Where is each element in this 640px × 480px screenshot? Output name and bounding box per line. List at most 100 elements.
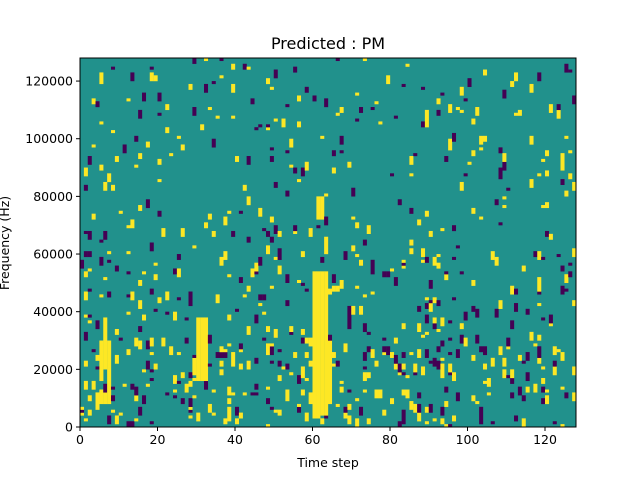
heatmap-cell — [196, 412, 201, 422]
y-tick-label: 120000 — [25, 74, 73, 89]
heatmap-cell — [401, 83, 406, 87]
heatmap-cell — [359, 107, 364, 113]
heatmap-cell — [308, 392, 313, 405]
heatmap-cell — [514, 72, 519, 82]
heatmap-cell — [359, 305, 364, 315]
heatmap-cell — [266, 127, 271, 131]
heatmap-cell — [277, 248, 282, 260]
heatmap-cell — [297, 403, 302, 407]
heatmap-cell — [83, 167, 88, 177]
heatmap-cell — [401, 259, 406, 263]
heatmap-cell — [285, 300, 290, 307]
heatmap-cell — [393, 337, 398, 344]
heatmap-cell — [161, 228, 166, 237]
heatmap-cell — [269, 156, 274, 162]
heatmap-cell — [405, 63, 410, 67]
heatmap-cell — [111, 386, 116, 390]
heatmap-cell — [362, 372, 367, 382]
heatmap-cell — [428, 303, 433, 312]
heatmap-cell — [238, 363, 243, 370]
heatmap-cell — [316, 196, 321, 220]
heatmap-cell — [479, 346, 484, 353]
heatmap-cell — [448, 352, 453, 356]
heatmap-cell — [138, 279, 143, 286]
heatmap-cell — [246, 285, 251, 292]
heatmap-cell — [126, 349, 131, 356]
heatmap-cell — [157, 112, 162, 116]
heatmap-cell — [269, 406, 274, 410]
heatmap-cell — [83, 184, 88, 191]
heatmap-cell — [95, 392, 100, 410]
heatmap-cell — [440, 357, 445, 361]
heatmap-cell — [99, 294, 104, 298]
heatmap-cell — [266, 326, 271, 333]
heatmap-cell — [176, 380, 181, 384]
heatmap-cell — [138, 300, 143, 309]
heatmap-cell — [409, 352, 414, 356]
heatmap-cell — [277, 360, 282, 367]
heatmap-cell — [324, 271, 329, 416]
heatmap-cell — [87, 288, 92, 292]
heatmap-cell — [374, 360, 379, 367]
heatmap-cell — [490, 421, 495, 425]
heatmap-cell — [541, 256, 546, 260]
heatmap-cell — [401, 409, 406, 425]
heatmap-cell — [417, 392, 422, 399]
heatmap-cell — [421, 121, 426, 128]
heatmap-cell — [494, 308, 499, 318]
heatmap-cell — [494, 199, 499, 206]
heatmap-cell — [560, 352, 565, 361]
heatmap-cell — [111, 395, 116, 402]
heatmap-cell — [246, 360, 251, 370]
heatmap-cell — [107, 415, 112, 425]
heatmap-cell — [231, 63, 236, 70]
heatmap-cell — [440, 92, 445, 96]
heatmap-cell — [541, 366, 546, 370]
heatmap-cell — [444, 271, 449, 275]
heatmap-cell — [227, 386, 232, 396]
heatmap-cell — [297, 279, 302, 284]
heatmap-cell — [417, 305, 422, 312]
heatmap-cell — [545, 150, 550, 157]
heatmap-cell — [424, 210, 429, 217]
heatmap-cell — [297, 375, 302, 384]
heatmap-cell — [145, 141, 150, 148]
heatmap-cell — [118, 412, 123, 416]
heatmap-cell — [355, 254, 360, 258]
heatmap-cell — [421, 366, 426, 376]
heatmap-cell — [285, 274, 290, 284]
heatmap-cell — [99, 239, 104, 243]
heatmap-cell — [421, 259, 426, 263]
heatmap-cell — [448, 424, 453, 428]
heatmap-cell — [339, 135, 344, 145]
heatmap-cell — [258, 294, 263, 301]
heatmap-cell — [382, 409, 387, 416]
heatmap-cell — [537, 357, 542, 364]
heatmap-cell — [448, 104, 453, 113]
heatmap-cell — [219, 58, 224, 62]
heatmap-cell — [103, 230, 108, 240]
heatmap-cell — [192, 354, 197, 358]
heatmap-cell — [297, 406, 302, 413]
heatmap-cell — [87, 251, 92, 258]
heatmap-cell — [149, 66, 154, 70]
heatmap-cell — [552, 421, 557, 425]
heatmap-cell — [452, 132, 457, 142]
heatmap-cell — [126, 225, 131, 229]
heatmap-cell — [355, 222, 360, 229]
heatmap-cell — [324, 236, 329, 255]
heatmap-cell — [506, 346, 511, 350]
heatmap-cell — [393, 115, 398, 119]
heatmap-cell — [390, 398, 395, 405]
heatmap-cell — [548, 314, 553, 324]
heatmap-cell — [556, 109, 561, 119]
heatmap-cell — [413, 363, 418, 373]
heatmap-cell — [521, 265, 526, 272]
heatmap-cell — [405, 375, 410, 379]
heatmap-cell — [424, 406, 429, 413]
heatmap-cell — [331, 150, 336, 157]
heatmap-cell — [471, 118, 476, 125]
heatmap-cell — [145, 340, 150, 350]
heatmap-cell — [545, 230, 550, 237]
